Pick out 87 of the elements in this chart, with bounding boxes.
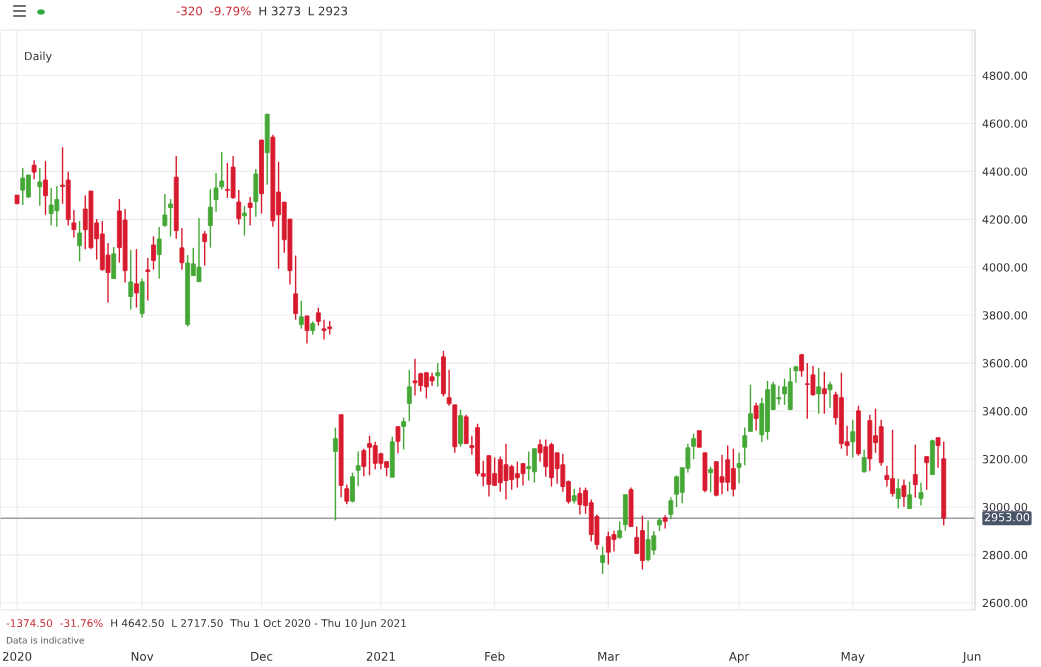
candlestick bbox=[406, 369, 412, 423]
candlestick bbox=[213, 172, 219, 213]
candlestick bbox=[753, 401, 759, 432]
y-tick-label: 2600.00 bbox=[982, 598, 1028, 608]
candlestick bbox=[793, 365, 799, 384]
x-tick-label: Jun bbox=[962, 652, 981, 663]
candlestick bbox=[355, 450, 361, 488]
candlestick bbox=[736, 452, 742, 484]
x-tick-label: Dec bbox=[251, 652, 273, 661]
candlestick bbox=[151, 235, 156, 271]
candlestick bbox=[333, 426, 338, 522]
candlestick bbox=[145, 257, 151, 302]
candlestick bbox=[816, 366, 822, 415]
text: Data is indicative bbox=[6, 636, 84, 644]
candlestick bbox=[446, 369, 452, 407]
y-tick-label: 4200.00 bbox=[982, 215, 1028, 224]
x-tick-label: May bbox=[841, 652, 865, 664]
candlestick bbox=[742, 426, 748, 466]
candlestick bbox=[344, 483, 350, 506]
candlestick bbox=[71, 209, 77, 239]
x-tick-label: 2021 bbox=[366, 651, 395, 661]
candlestick bbox=[207, 188, 213, 249]
y-tick-label: 3200.00 bbox=[982, 454, 1028, 464]
candlestick bbox=[401, 417, 407, 451]
x-tick-label: 2020 bbox=[2, 651, 32, 661]
text: -320 bbox=[176, 6, 203, 16]
candlestick bbox=[247, 196, 253, 227]
y-tick-label: 4000.00 bbox=[982, 263, 1028, 272]
candlestick bbox=[156, 226, 162, 280]
candlestick bbox=[236, 189, 242, 226]
x-tick-label: Mar bbox=[598, 652, 620, 661]
y-tick-label: 4400.00 bbox=[982, 167, 1028, 176]
candlestick bbox=[128, 249, 134, 311]
x-tick-label: Apr bbox=[728, 652, 750, 664]
y-tick-label: 3000.00 bbox=[982, 502, 1028, 512]
candlestick bbox=[918, 482, 924, 507]
candlestick bbox=[134, 248, 139, 309]
candlestick bbox=[907, 480, 913, 510]
candlestick bbox=[861, 448, 867, 474]
candlestick bbox=[850, 419, 856, 459]
candlestick bbox=[37, 167, 43, 207]
y-tick-label: 3600.00 bbox=[982, 359, 1028, 368]
text: L 2923 bbox=[308, 6, 348, 16]
candlestick bbox=[219, 151, 225, 191]
ref-line-label: 2953.00 bbox=[984, 513, 1030, 522]
text: L 2717.50 bbox=[172, 619, 223, 628]
candlestick bbox=[827, 381, 833, 409]
candlestick bbox=[912, 443, 918, 499]
candlestick bbox=[361, 448, 367, 477]
candlestick bbox=[162, 193, 168, 228]
text: -9.79% bbox=[210, 6, 251, 16]
candlestick bbox=[935, 436, 941, 469]
candlestick bbox=[43, 160, 48, 216]
candlestick bbox=[179, 227, 185, 271]
candlestick bbox=[668, 496, 674, 520]
candlestick bbox=[895, 477, 901, 510]
candlestick bbox=[168, 198, 173, 238]
candlestick bbox=[435, 362, 441, 388]
text: H 3273 bbox=[259, 6, 301, 16]
x-tick-label: Feb bbox=[485, 651, 505, 661]
candlestick bbox=[600, 545, 606, 575]
y-tick-label: 4800.00 bbox=[982, 71, 1028, 80]
annotation: Daily bbox=[25, 51, 52, 63]
candlestick bbox=[708, 465, 714, 494]
x-tick-label: Nov bbox=[131, 652, 154, 661]
text: -1374.50 bbox=[6, 619, 53, 628]
candlestick bbox=[242, 205, 247, 237]
candlestick bbox=[901, 478, 907, 508]
candlestick bbox=[202, 230, 208, 267]
candlestick bbox=[662, 514, 668, 530]
candlestick bbox=[691, 432, 696, 460]
candlestick bbox=[298, 300, 304, 330]
candlestick bbox=[821, 371, 827, 415]
y-tick-label: 4600.00 bbox=[982, 119, 1028, 128]
candlestick bbox=[924, 455, 930, 491]
text: H 4642.50 bbox=[111, 619, 164, 628]
candlestick bbox=[748, 384, 753, 433]
y-tick-label: 3800.00 bbox=[982, 311, 1028, 320]
text: Thu 1 Oct 2020 - Thu 10 Jun 2021 bbox=[230, 618, 406, 629]
candlestick bbox=[304, 315, 310, 345]
candlestick bbox=[293, 254, 299, 321]
y-tick-label: 3400.00 bbox=[982, 407, 1028, 416]
candlestick bbox=[77, 220, 82, 263]
candlestick bbox=[395, 425, 401, 454]
candlestick bbox=[31, 159, 37, 181]
y-tick-label: 2800.00 bbox=[982, 550, 1028, 560]
text: -31.76% bbox=[60, 619, 103, 628]
